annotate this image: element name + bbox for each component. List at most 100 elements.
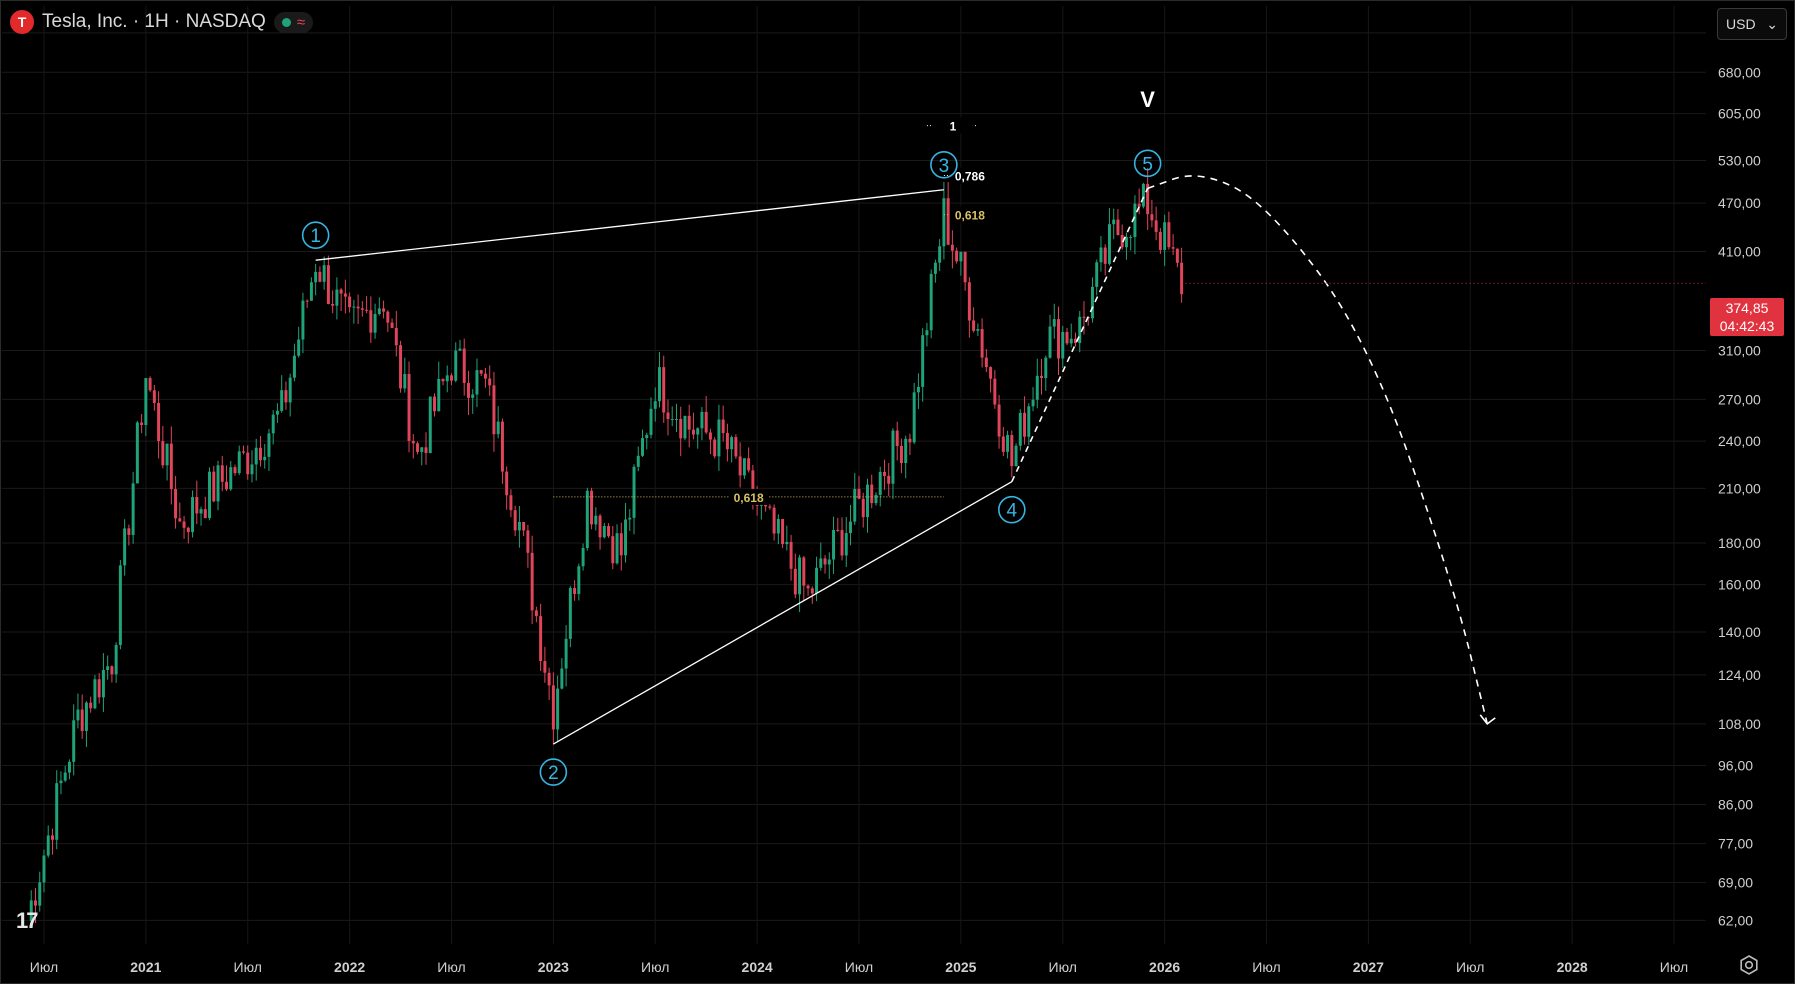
candle-body [823,558,827,565]
wave-label-circle [301,221,330,249]
tradingview-logo[interactable]: 17 [16,908,39,933]
candle-body [543,661,547,673]
currency-selector[interactable]: USD ⌄ [1717,8,1787,40]
candle-body [191,496,195,533]
x-tick-label: 2022 [334,959,365,975]
tesla-logo-icon: T [10,10,34,34]
candle-body [165,443,169,466]
candle-body [114,644,118,675]
candle-body [386,311,390,323]
y-tick-label: 605,00 [1718,106,1761,122]
candle-body [598,515,602,538]
candle-body [560,668,564,689]
y-tick-label: 77,00 [1718,836,1753,852]
candle-body [738,456,742,476]
candle-body [836,529,840,531]
candle-body [348,296,352,308]
candle-body [305,300,309,302]
candle-body [590,490,594,525]
candle-body [488,378,492,386]
candle-body [1180,262,1184,295]
candle-body [1023,412,1027,437]
candle-body [399,345,403,389]
candle-body [534,610,538,617]
trendline-1-3 [315,189,944,261]
candle-body [674,418,678,420]
candle-body [433,396,436,412]
candle-body [199,509,203,514]
x-tick-label: Июл [1049,959,1077,975]
candle-body [526,530,530,553]
candle-body [908,438,912,443]
candle-body [899,445,903,464]
candle-body [933,262,937,274]
market-status-pill[interactable]: ≈ [273,11,314,33]
x-tick-label: Июл [641,959,669,975]
candle-body [394,327,398,346]
bar-countdown: 04:42:43 [1719,318,1775,334]
candle-body [63,772,67,781]
candle-body [679,418,683,439]
last-price-tag: 374,85 04:42:43 [1710,298,1784,336]
candle-body [1116,219,1120,236]
y-tick-label: 62,00 [1718,912,1753,928]
candle-body [641,438,644,456]
candle-body [806,585,810,589]
candle-body [704,411,708,433]
candle-body [632,466,636,518]
candle-body [866,484,869,518]
candle-body [827,559,831,565]
candle-body [1040,375,1044,379]
candle-body [84,702,88,731]
candle-body [1006,435,1010,452]
y-tick-label: 270,00 [1718,391,1761,407]
candle-body [284,390,288,403]
fib-level-label: 0,618 [955,209,985,223]
candle-body [174,489,178,519]
candle-body [416,443,420,452]
candle-body [182,521,186,528]
candle-body [942,198,946,247]
candle-body [382,308,386,312]
trendline-2-4 [553,481,1013,745]
wave-label-circle [539,758,568,786]
candle-body [1137,203,1141,207]
candle-body [1158,231,1162,250]
candle-body [1001,436,1005,452]
candle-body [72,720,76,762]
candle-body [522,521,526,531]
candle-body [118,565,122,645]
candle-body [547,672,551,686]
candle-body [1112,219,1116,225]
candle-body [925,330,929,336]
x-tick-label: Июл [1456,959,1484,975]
symbol-title[interactable]: Tesla, Inc. · 1H · NASDAQ [42,11,266,32]
candle-body [666,412,670,420]
candle-body [1150,214,1154,221]
candle-body [802,557,806,586]
candle-body [123,528,127,566]
candle-body [776,518,780,534]
candle-body [322,265,326,282]
projection-arrowhead [1479,714,1496,725]
candle-body [556,688,560,730]
candle-body [428,396,432,453]
settings-gear-icon[interactable] [1738,954,1760,976]
candle-body [980,329,984,358]
candle-body [602,526,606,538]
candle-body [297,339,301,356]
candle-body [1124,237,1128,248]
candle-body [1163,222,1167,250]
fib-label-bg [949,167,990,184]
candle-body [1074,338,1077,343]
fib-level-label: 0,786 [955,170,985,184]
candle-body [989,367,993,379]
candle-body [169,443,173,490]
fib-level-label: 1 [950,120,957,134]
candle-body [658,367,661,402]
wave-label: 2 [548,763,559,784]
y-tick-label: 96,00 [1718,758,1753,774]
candle-body [1129,236,1133,238]
x-tick-label: 2023 [538,959,569,975]
